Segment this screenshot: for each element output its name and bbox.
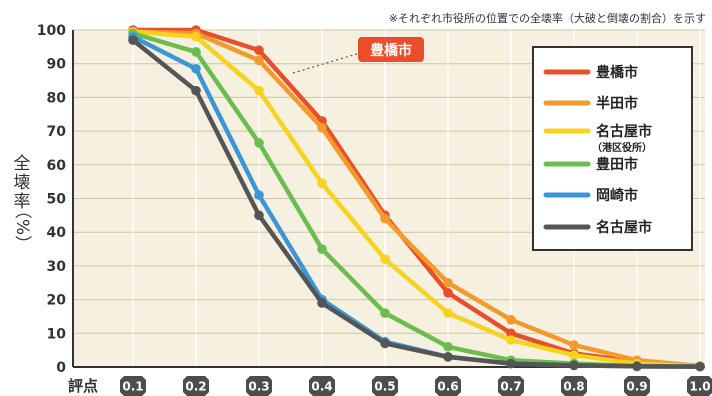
- x-tick-label: 0.9: [626, 380, 647, 394]
- y-label-char: （%）: [12, 202, 32, 252]
- data-point: [569, 350, 579, 361]
- data-point: [254, 210, 264, 221]
- data-point: [443, 277, 453, 288]
- legend-label: 豊田市: [596, 156, 638, 173]
- data-point: [569, 360, 579, 371]
- y-tick-label: 0: [56, 360, 66, 376]
- x-tick-label: 1.0: [689, 380, 710, 394]
- data-point: [506, 335, 516, 345]
- callout-box: [358, 37, 424, 62]
- data-point: [254, 45, 264, 56]
- x-tick-badge: [498, 376, 524, 396]
- x-tick-label: 0.3: [248, 380, 269, 394]
- x-axis: 0.1 0.2 0.3 0.4 0.5 0.6 0.7 0.8 0.9 1.0: [120, 376, 712, 396]
- data-point: [317, 298, 327, 308]
- y-tick-label: 80: [47, 90, 67, 106]
- data-point: [632, 361, 642, 372]
- legend-sublabel: （港区役所）: [592, 141, 652, 154]
- data-point: [191, 47, 201, 57]
- data-point: [254, 138, 264, 148]
- x-tick-label: 0.4: [311, 380, 332, 394]
- series-line: [130, 29, 703, 369]
- x-tick-badge: [372, 376, 398, 396]
- data-point: [254, 85, 264, 96]
- legend-label: 豊橋市: [596, 64, 638, 81]
- series-6: [128, 35, 705, 372]
- x-tick-label: 0.2: [185, 380, 206, 394]
- series-line: [130, 37, 703, 369]
- data-point: [380, 338, 390, 349]
- data-point: [443, 288, 453, 298]
- x-tick-badge: [309, 376, 335, 396]
- data-point: [191, 85, 201, 96]
- y-axis-label: 全壊率（%）: [12, 154, 32, 252]
- data-point: [506, 315, 516, 325]
- y-tick-label: 70: [47, 124, 67, 140]
- chart-note: ※それぞれ市役所の位置での全壊率（大破と倒壊の割合）を示す: [389, 11, 706, 25]
- data-point: [317, 244, 327, 254]
- y-label-char: 全: [14, 154, 31, 174]
- y-tick-label: 90: [47, 57, 67, 73]
- x-tick-badge: [687, 376, 712, 396]
- grid: [72, 29, 705, 368]
- data-point: [254, 55, 264, 66]
- data-point: [191, 31, 201, 42]
- data-point: [695, 361, 705, 372]
- x-tick-label: 0.6: [437, 380, 458, 394]
- y-tick-label: 40: [47, 225, 67, 241]
- callout: 豊橋市: [292, 37, 424, 74]
- data-point: [380, 254, 390, 264]
- x-axis-label: 評点: [68, 377, 98, 395]
- x-tick-badge: [561, 376, 587, 396]
- data-point: [569, 340, 579, 350]
- x-tick-badge: [246, 376, 272, 396]
- x-tick-badge: [435, 376, 461, 396]
- data-point: [317, 122, 327, 133]
- data-point: [317, 178, 327, 189]
- x-tick-badge: [624, 376, 650, 396]
- x-tick-label: 0.5: [374, 380, 395, 394]
- data-point: [191, 63, 201, 74]
- callout-pointer: [292, 52, 361, 74]
- y-axis: 0 10 20 30 40 50 60 70 80 90 100: [37, 23, 66, 376]
- legend-box: [532, 46, 693, 251]
- data-point: [506, 328, 516, 339]
- data-point: [380, 308, 390, 318]
- legend-label: 名古屋市: [596, 123, 652, 140]
- x-tick-badge: [183, 376, 209, 396]
- y-label-char: 率: [14, 192, 31, 212]
- y-label-char: 壊: [14, 173, 31, 193]
- y-tick-label: 10: [47, 326, 67, 342]
- y-tick-label: 20: [47, 293, 67, 309]
- series-group: [128, 25, 705, 372]
- data-point: [443, 308, 453, 318]
- callout-label: 豊橋市: [370, 42, 412, 59]
- legend-label: 半田市: [596, 95, 638, 112]
- y-tick-label: 60: [47, 158, 67, 174]
- series-line: [130, 29, 703, 369]
- data-point: [254, 190, 264, 200]
- data-point: [128, 35, 138, 45]
- legend-label: 名古屋市: [596, 219, 652, 236]
- x-tick-label: 0.1: [122, 380, 143, 394]
- data-point: [380, 213, 390, 224]
- data-point: [506, 358, 516, 369]
- data-point: [443, 341, 453, 352]
- legend-label: 岡崎市: [596, 187, 638, 204]
- x-tick-label: 0.8: [563, 380, 584, 394]
- x-tick-label: 0.7: [500, 380, 521, 394]
- x-tick-badge: [120, 376, 146, 396]
- y-tick-label: 50: [47, 192, 67, 208]
- y-tick-label: 100: [37, 23, 66, 39]
- data-point: [443, 352, 453, 362]
- y-tick-label: 30: [47, 259, 67, 275]
